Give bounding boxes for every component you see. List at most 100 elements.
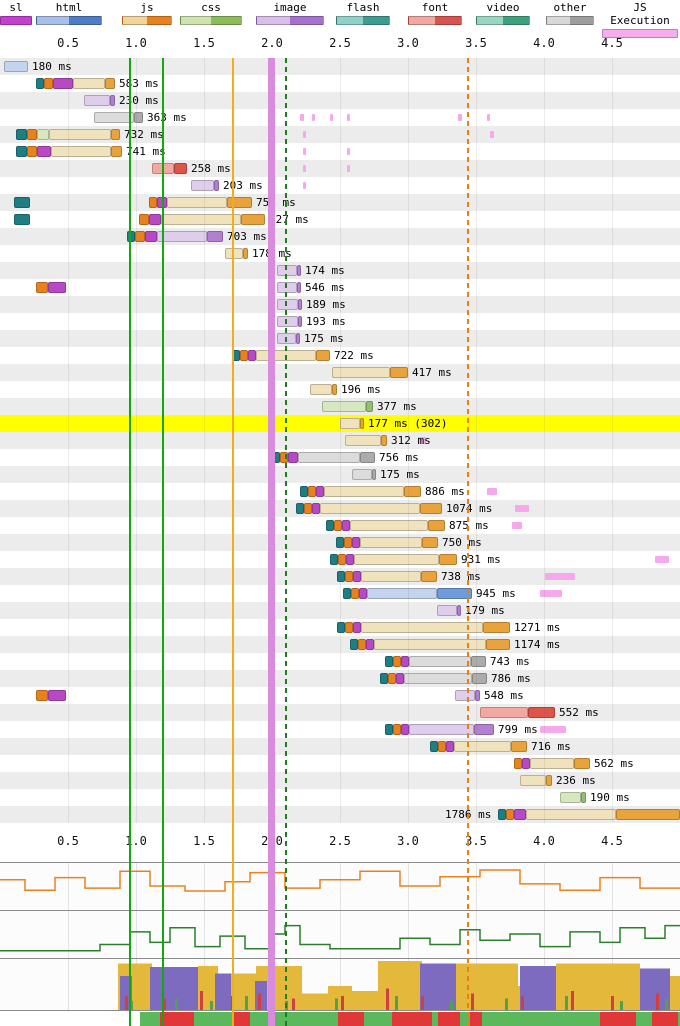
- request-bar-segment[interactable]: [401, 656, 409, 667]
- request-bar-segment[interactable]: [152, 163, 174, 174]
- request-bar-segment[interactable]: [84, 95, 110, 106]
- request-bar-segment[interactable]: [354, 554, 439, 565]
- request-bar-segment[interactable]: [514, 809, 526, 820]
- request-row[interactable]: 417 ms: [0, 364, 680, 381]
- request-bar-segment[interactable]: [340, 418, 360, 429]
- request-bar-segment[interactable]: [36, 78, 44, 89]
- js-execution-mark[interactable]: [490, 131, 494, 138]
- js-execution-mark[interactable]: [347, 114, 350, 121]
- request-bar-segment[interactable]: [353, 571, 361, 582]
- request-row[interactable]: 175 ms: [0, 466, 680, 483]
- request-row[interactable]: 703 ms: [0, 228, 680, 245]
- request-bar-segment[interactable]: [280, 452, 288, 463]
- request-bar-segment[interactable]: [296, 503, 304, 514]
- js-execution-mark[interactable]: [303, 148, 306, 155]
- request-bar-segment[interactable]: [149, 197, 157, 208]
- request-bar-segment[interactable]: [352, 469, 372, 480]
- request-row[interactable]: 230 ms: [0, 92, 680, 109]
- request-bar-segment[interactable]: [44, 78, 53, 89]
- js-execution-mark[interactable]: [347, 148, 350, 155]
- request-bar-segment[interactable]: [37, 129, 49, 140]
- js-execution-mark[interactable]: [540, 590, 562, 597]
- request-bar-segment[interactable]: [353, 622, 361, 633]
- request-row[interactable]: 548 ms: [0, 687, 680, 704]
- request-bar-segment[interactable]: [393, 724, 401, 735]
- request-bar-segment[interactable]: [326, 520, 334, 531]
- request-bar-segment[interactable]: [390, 367, 408, 378]
- request-bar-segment[interactable]: [145, 231, 157, 242]
- js-execution-mark[interactable]: [330, 114, 333, 121]
- request-row[interactable]: 177 ms (302): [0, 415, 680, 432]
- request-bar-segment[interactable]: [51, 146, 111, 157]
- request-bar-segment[interactable]: [300, 486, 308, 497]
- request-bar-segment[interactable]: [396, 673, 404, 684]
- request-bar-segment[interactable]: [277, 265, 297, 276]
- request-bar-segment[interactable]: [360, 452, 375, 463]
- request-bar-segment[interactable]: [139, 214, 149, 225]
- request-bar-segment[interactable]: [174, 163, 187, 174]
- request-bar-segment[interactable]: [367, 588, 437, 599]
- request-bar-segment[interactable]: [581, 792, 586, 803]
- request-bar-segment[interactable]: [337, 571, 345, 582]
- request-bar-segment[interactable]: [277, 316, 298, 327]
- request-bar-segment[interactable]: [27, 146, 37, 157]
- request-bar-segment[interactable]: [342, 520, 350, 531]
- request-bar-segment[interactable]: [334, 520, 342, 531]
- request-row[interactable]: 886 ms: [0, 483, 680, 500]
- request-bar-segment[interactable]: [243, 248, 248, 259]
- request-row[interactable]: 236 ms: [0, 772, 680, 789]
- js-execution-mark[interactable]: [487, 488, 497, 495]
- request-bar-segment[interactable]: [528, 707, 555, 718]
- request-row[interactable]: 552 ms: [0, 704, 680, 721]
- request-bar-segment[interactable]: [350, 639, 358, 650]
- request-bar-segment[interactable]: [337, 622, 345, 633]
- request-bar-segment[interactable]: [94, 112, 134, 123]
- request-bar-segment[interactable]: [157, 197, 167, 208]
- request-bar-segment[interactable]: [135, 231, 145, 242]
- request-bar-segment[interactable]: [105, 78, 115, 89]
- request-bar-segment[interactable]: [439, 554, 457, 565]
- request-row[interactable]: 1271 ms: [0, 619, 680, 636]
- request-bar-segment[interactable]: [304, 503, 312, 514]
- request-bar-segment[interactable]: [366, 639, 374, 650]
- request-bar-segment[interactable]: [480, 707, 528, 718]
- request-row[interactable]: 546 ms: [0, 279, 680, 296]
- request-bar-segment[interactable]: [457, 605, 461, 616]
- request-row[interactable]: 722 ms: [0, 347, 680, 364]
- request-bar-segment[interactable]: [277, 333, 296, 344]
- request-bar-segment[interactable]: [48, 690, 66, 701]
- request-bar-segment[interactable]: [248, 350, 256, 361]
- request-bar-segment[interactable]: [404, 486, 421, 497]
- request-row[interactable]: 799 ms: [0, 721, 680, 738]
- request-bar-segment[interactable]: [361, 622, 483, 633]
- request-bar-segment[interactable]: [438, 741, 446, 752]
- request-bar-segment[interactable]: [420, 503, 442, 514]
- request-bar-segment[interactable]: [421, 571, 437, 582]
- request-bar-segment[interactable]: [381, 435, 387, 446]
- request-bar-segment[interactable]: [358, 639, 366, 650]
- request-bar-segment[interactable]: [359, 588, 367, 599]
- request-row[interactable]: 756 ms: [0, 449, 680, 466]
- request-bar-segment[interactable]: [520, 775, 546, 786]
- request-bar-segment[interactable]: [345, 622, 353, 633]
- request-bar-segment[interactable]: [161, 214, 241, 225]
- request-bar-segment[interactable]: [316, 350, 330, 361]
- request-bar-segment[interactable]: [546, 775, 552, 786]
- request-bar-segment[interactable]: [227, 197, 252, 208]
- request-bar-segment[interactable]: [232, 350, 240, 361]
- request-bar-segment[interactable]: [360, 418, 364, 429]
- request-bar-segment[interactable]: [16, 129, 27, 140]
- request-bar-segment[interactable]: [241, 214, 265, 225]
- request-bar-segment[interactable]: [409, 656, 471, 667]
- request-bar-segment[interactable]: [111, 129, 120, 140]
- request-row[interactable]: 312 ms: [0, 432, 680, 449]
- request-bar-segment[interactable]: [498, 809, 506, 820]
- js-execution-mark[interactable]: [300, 114, 304, 121]
- request-bar-segment[interactable]: [297, 282, 301, 293]
- request-bar-segment[interactable]: [308, 486, 316, 497]
- js-execution-mark[interactable]: [418, 437, 426, 444]
- request-row[interactable]: 562 ms: [0, 755, 680, 772]
- request-row[interactable]: 786 ms: [0, 670, 680, 687]
- request-bar-segment[interactable]: [366, 401, 373, 412]
- request-row[interactable]: 377 ms: [0, 398, 680, 415]
